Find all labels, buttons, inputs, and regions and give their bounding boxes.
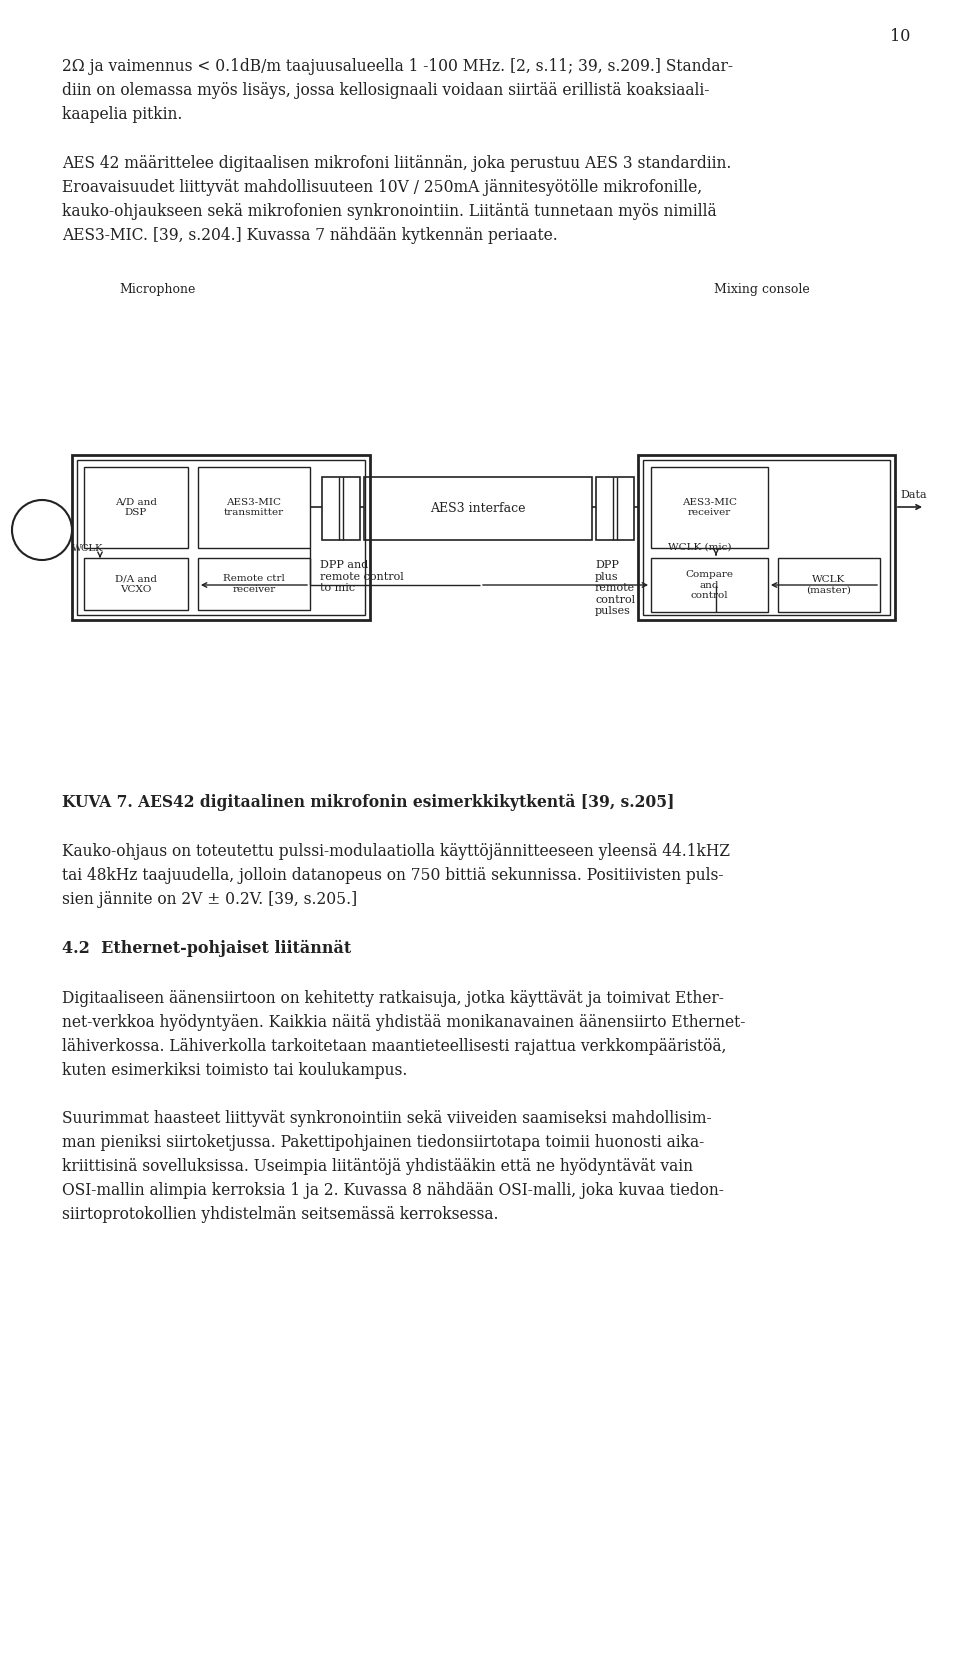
Bar [638, 455, 895, 619]
Bar [778, 559, 880, 612]
Text: net-verkkoa hyödyntyäen. Kaikkia näitä yhdistää monikanavainen äänensiirto Ether: net-verkkoa hyödyntyäen. Kaikkia näitä y… [62, 1014, 745, 1030]
Bar [77, 460, 365, 616]
Text: WCLK (mic): WCLK (mic) [668, 544, 732, 552]
Text: Microphone: Microphone [120, 284, 196, 295]
Bar [198, 466, 310, 549]
Text: WCLK: WCLK [72, 544, 104, 554]
Text: AES3-MIC
transmitter: AES3-MIC transmitter [224, 498, 284, 517]
Bar [364, 477, 592, 540]
Text: Eroavaisuudet liittyvät mahdollisuuteen 10V / 250mA jännitesyötölle mikrofonille: Eroavaisuudet liittyvät mahdollisuuteen … [62, 180, 702, 196]
Bar [596, 477, 634, 540]
Text: AES 42 määrittelee digitaalisen mikrofoni liitännän, joka perustuu AES 3 standar: AES 42 määrittelee digitaalisen mikrofon… [62, 154, 732, 173]
Text: tai 48kHz taajuudella, jolloin datanopeus on 750 bittiä sekunnissa. Positiiviste: tai 48kHz taajuudella, jolloin datanopeu… [62, 868, 724, 884]
Text: 2Ω ja vaimennus < 0.1dB/m taajuusalueella 1 -100 MHz. [2, s.11; 39, s.209.] Stan: 2Ω ja vaimennus < 0.1dB/m taajuusalueell… [62, 59, 733, 76]
Text: OSI-mallin alimpia kerroksia 1 ja 2. Kuvassa 8 nähdään OSI-malli, joka kuvaa tie: OSI-mallin alimpia kerroksia 1 ja 2. Kuv… [62, 1181, 724, 1200]
Text: KUVA 7. AES42 digitaalinen mikrofonin esimerkkikytkentä [39, s.205]: KUVA 7. AES42 digitaalinen mikrofonin es… [62, 794, 675, 810]
Bar [84, 559, 188, 611]
Text: Mixing console: Mixing console [714, 284, 810, 295]
Text: Data: Data [900, 490, 926, 500]
Text: Remote ctrl
receiver: Remote ctrl receiver [223, 574, 285, 594]
Text: kriittisinä sovelluksissa. Useimpia liitäntöjä yhdistääkin että ne hyödyntävät v: kriittisinä sovelluksissa. Useimpia liit… [62, 1158, 693, 1175]
Text: siirtoprotokollien yhdistelmän seitsemässä kerroksessa.: siirtoprotokollien yhdistelmän seitsemäs… [62, 1206, 498, 1223]
Text: AES3-MIC
receiver: AES3-MIC receiver [682, 498, 737, 517]
Text: 4.2  Ethernet-pohjaiset liitännät: 4.2 Ethernet-pohjaiset liitännät [62, 940, 351, 956]
Bar [72, 455, 370, 619]
Bar [651, 466, 768, 549]
Text: kuten esimerkiksi toimisto tai koulukampus.: kuten esimerkiksi toimisto tai koulukamp… [62, 1062, 407, 1079]
Text: AES3-MIC. [39, s.204.] Kuvassa 7 nähdään kytkennän periaate.: AES3-MIC. [39, s.204.] Kuvassa 7 nähdään… [62, 227, 558, 243]
Text: kauko-ohjaukseen sekä mikrofonien synkronointiin. Liitäntä tunnetaan myös nimill: kauko-ohjaukseen sekä mikrofonien synkro… [62, 203, 716, 220]
Text: WCLK
(master): WCLK (master) [806, 576, 852, 594]
Bar [643, 460, 890, 616]
Text: man pieniksi siirtoketjussa. Pakettipohjainen tiedonsiirtotapa toimii huonosti a: man pieniksi siirtoketjussa. Pakettipohj… [62, 1134, 705, 1151]
Bar [651, 559, 768, 612]
Text: Compare
and
control: Compare and control [685, 571, 733, 601]
Text: A/D and
DSP: A/D and DSP [115, 498, 157, 517]
Text: D/A and
VCXO: D/A and VCXO [115, 574, 157, 594]
Text: DPP and
remote control
to mic: DPP and remote control to mic [320, 560, 404, 594]
Bar [198, 559, 310, 611]
Text: AES3 interface: AES3 interface [430, 502, 526, 515]
Text: sien jännite on 2V ± 0.2V. [39, s.205.]: sien jännite on 2V ± 0.2V. [39, s.205.] [62, 891, 357, 908]
Text: diin on olemassa myös lisäys, jossa kellosignaali voidaan siirtää erillistä koak: diin on olemassa myös lisäys, jossa kell… [62, 82, 709, 99]
Text: kaapelia pitkin.: kaapelia pitkin. [62, 106, 182, 122]
Text: lähiverkossa. Lähiverkolla tarkoitetaan maantieteellisesti rajattua verkkompääri: lähiverkossa. Lähiverkolla tarkoitetaan … [62, 1039, 727, 1055]
Text: Digitaaliseen äänensiirtoon on kehitetty ratkaisuja, jotka käyttävät ja toimivat: Digitaaliseen äänensiirtoon on kehitetty… [62, 990, 724, 1007]
Bar [84, 466, 188, 549]
Text: Suurimmat haasteet liittyvät synkronointiin sekä viiveiden saamiseksi mahdollisi: Suurimmat haasteet liittyvät synkronoint… [62, 1111, 711, 1128]
Text: DPP
plus
remote
control
pulses: DPP plus remote control pulses [595, 560, 636, 616]
Text: Kauko-ohjaus on toteutettu pulssi-modulaatiolla käyttöjännitteeseen yleensä 44.1: Kauko-ohjaus on toteutettu pulssi-modula… [62, 842, 730, 861]
Text: 10: 10 [890, 29, 910, 45]
Bar [322, 477, 360, 540]
